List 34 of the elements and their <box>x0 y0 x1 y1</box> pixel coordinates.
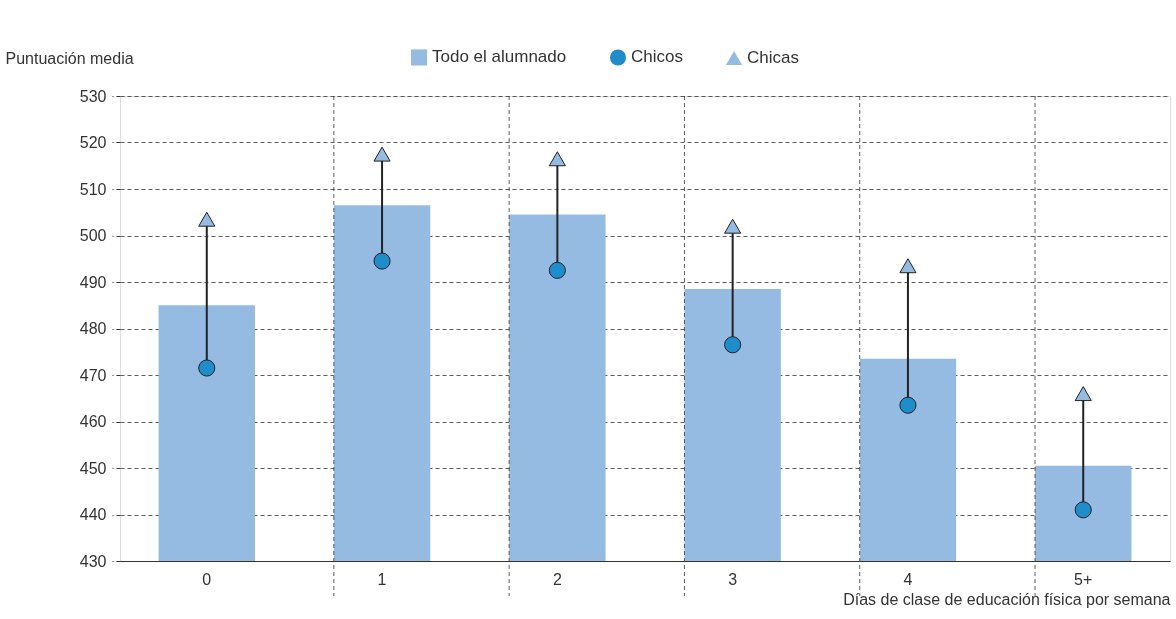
y-tick-label: 490 <box>79 273 107 291</box>
y-tick-label: 480 <box>79 320 107 337</box>
y-tick-label: 430 <box>79 552 107 570</box>
x-tick-label: 4 <box>903 570 913 588</box>
x-axis-title: Días de clase de educación física por semana <box>843 590 1171 608</box>
point <box>548 151 566 167</box>
x-tick-label: 5+ <box>1074 570 1093 588</box>
point <box>724 336 742 354</box>
legend-label: Todo el alumnado <box>432 47 567 67</box>
legend-label: Chicas <box>747 48 799 68</box>
point <box>373 146 391 162</box>
point <box>198 211 216 227</box>
y-tick-label: 470 <box>79 366 107 384</box>
y-tick-label: 520 <box>79 134 107 151</box>
y-tick-label: 450 <box>79 459 107 477</box>
x-tick-label: 1 <box>377 570 387 588</box>
point <box>899 396 917 414</box>
x-tick-label: 2 <box>552 570 562 588</box>
x-tick-label: 3 <box>728 570 738 588</box>
y-tick-label: 500 <box>79 227 107 244</box>
point <box>1074 501 1092 519</box>
y-axis-title: Puntuación media <box>5 49 134 67</box>
y-tick-label: 460 <box>79 413 107 430</box>
legend-label: Chicos <box>631 47 683 67</box>
point <box>548 261 566 279</box>
point <box>724 218 742 234</box>
point <box>373 252 391 270</box>
point <box>198 359 216 377</box>
y-tick-label: 510 <box>79 180 107 198</box>
x-tick-label: 0 <box>202 570 212 588</box>
y-tick-label: 530 <box>79 87 107 105</box>
point <box>1074 386 1092 402</box>
y-tick-label: 440 <box>79 506 107 523</box>
point <box>899 258 917 274</box>
